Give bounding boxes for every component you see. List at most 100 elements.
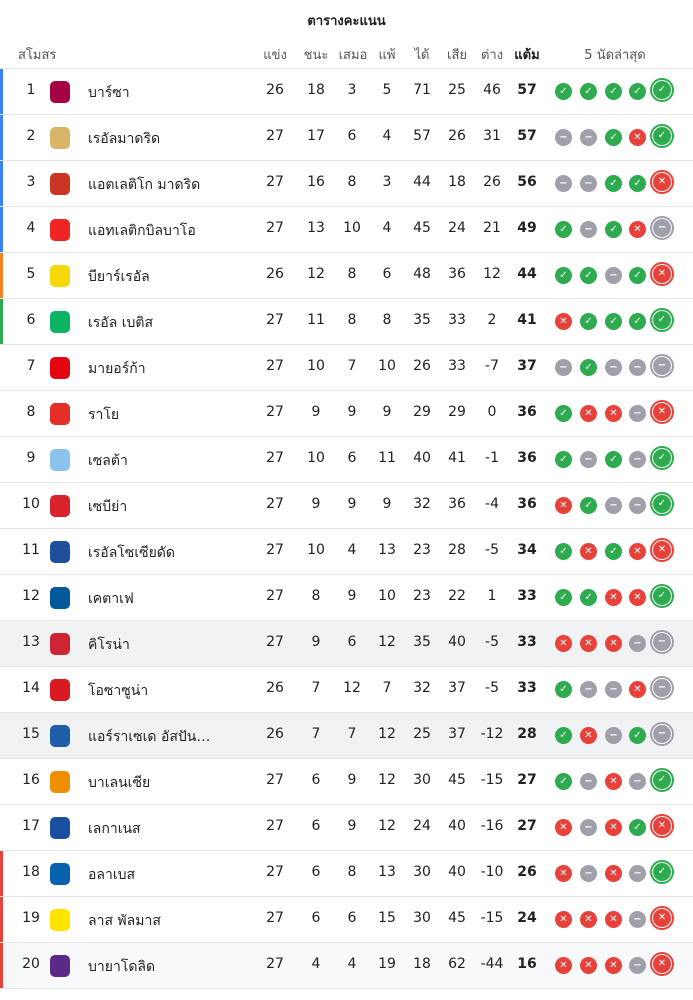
form-draw-icon[interactable]: −	[629, 773, 646, 790]
team-name[interactable]: บาร์ซา	[88, 85, 130, 101]
form-loss-icon[interactable]: ✕	[605, 865, 622, 882]
team-name[interactable]: แอทเลติกบิลบาโอ	[88, 223, 196, 239]
form-loss-icon[interactable]: ✕	[555, 865, 572, 882]
form-loss-icon[interactable]: ✕	[605, 957, 622, 974]
form-draw-icon[interactable]: −	[580, 865, 597, 882]
table-row[interactable]: 4 แอทเลติกบิลบาโอ 27 13 10 4 45 24 21 49 ✓ − ✓ ✕ −	[0, 207, 693, 253]
form-loss-icon[interactable]: ✕	[555, 819, 572, 836]
form-win-icon[interactable]: ✓	[580, 267, 597, 284]
table-row[interactable]: 11 เรอัลโซเซียดัด 27 10 4 13 23 28 -5 34 ✓ ✕ ✓ ✕ ✕	[0, 529, 693, 575]
form-loss-icon[interactable]: ✕	[580, 957, 597, 974]
form-loss-icon[interactable]: ✕	[605, 911, 622, 928]
form-draw-icon[interactable]: −	[629, 911, 646, 928]
team-name[interactable]: โอซาซูน่า	[88, 683, 149, 699]
form-loss-icon[interactable]: ✕	[652, 954, 672, 974]
form-loss-icon[interactable]: ✕	[652, 402, 672, 422]
team-name[interactable]: บียาร์เรอัล	[88, 269, 150, 285]
form-win-icon[interactable]: ✓	[605, 83, 622, 100]
table-row[interactable]: 15 แอร์ราเซเด อัสปันญ่อล 26 7 7 12 25 37 -12 28 ✓ ✕…	[0, 713, 693, 759]
form-loss-icon[interactable]: ✕	[555, 497, 572, 514]
form-win-icon[interactable]: ✓	[580, 359, 597, 376]
form-draw-icon[interactable]: −	[652, 678, 672, 698]
form-loss-icon[interactable]: ✕	[555, 635, 572, 652]
form-draw-icon[interactable]: −	[555, 359, 572, 376]
form-win-icon[interactable]: ✓	[555, 589, 572, 606]
form-draw-icon[interactable]: −	[629, 635, 646, 652]
form-loss-icon[interactable]: ✕	[605, 635, 622, 652]
form-draw-icon[interactable]: −	[629, 451, 646, 468]
form-win-icon[interactable]: ✓	[629, 175, 646, 192]
form-draw-icon[interactable]: −	[580, 221, 597, 238]
table-row[interactable]: 7 มายอร์ก้า 27 10 7 10 26 33 -7 37− ✓ − − −	[0, 345, 693, 391]
form-loss-icon[interactable]: ✕	[652, 172, 672, 192]
form-win-icon[interactable]: ✓	[580, 83, 597, 100]
form-draw-icon[interactable]: −	[652, 218, 672, 238]
form-draw-icon[interactable]: −	[580, 129, 597, 146]
form-loss-icon[interactable]: ✕	[580, 543, 597, 560]
form-win-icon[interactable]: ✓	[629, 819, 646, 836]
team-name[interactable]: เรอัล เบติส	[88, 315, 154, 331]
form-loss-icon[interactable]: ✕	[652, 816, 672, 836]
form-loss-icon[interactable]: ✕	[605, 589, 622, 606]
table-row[interactable]: 14 โอซาซูน่า 26 7 12 7 32 37 -5 33 ✓ − − ✕ −	[0, 667, 693, 713]
form-loss-icon[interactable]: ✕	[629, 221, 646, 238]
team-name[interactable]: แอตเลติโก มาดริด	[88, 177, 201, 193]
form-loss-icon[interactable]: ✕	[580, 635, 597, 652]
form-win-icon[interactable]: ✓	[555, 83, 572, 100]
form-win-icon[interactable]: ✓	[652, 448, 672, 468]
team-name[interactable]: บายาโดลิด	[88, 959, 156, 975]
form-loss-icon[interactable]: ✕	[652, 540, 672, 560]
form-draw-icon[interactable]: −	[652, 724, 672, 744]
form-draw-icon[interactable]: −	[580, 819, 597, 836]
form-win-icon[interactable]: ✓	[555, 773, 572, 790]
table-row[interactable]: 19 ลาส พัลมาส 27 6 6 15 30 45 -15 24 ✕ ✕ ✕ − ✕	[0, 897, 693, 943]
form-loss-icon[interactable]: ✕	[580, 911, 597, 928]
form-win-icon[interactable]: ✓	[629, 83, 646, 100]
form-loss-icon[interactable]: ✕	[580, 727, 597, 744]
form-draw-icon[interactable]: −	[555, 175, 572, 192]
form-win-icon[interactable]: ✓	[652, 310, 672, 330]
form-win-icon[interactable]: ✓	[580, 313, 597, 330]
form-win-icon[interactable]: ✓	[580, 589, 597, 606]
team-name[interactable]: มายอร์ก้า	[88, 361, 146, 377]
form-draw-icon[interactable]: −	[629, 865, 646, 882]
team-name[interactable]: ราโย	[88, 407, 120, 423]
form-draw-icon[interactable]: −	[605, 359, 622, 376]
form-win-icon[interactable]: ✓	[605, 129, 622, 146]
form-win-icon[interactable]: ✓	[652, 494, 672, 514]
form-loss-icon[interactable]: ✕	[605, 405, 622, 422]
table-row[interactable]: 13 คิโรน่า 27 9 6 12 35 40 -5 33 ✕ ✕ ✕ − −	[0, 621, 693, 667]
form-win-icon[interactable]: ✓	[605, 313, 622, 330]
form-loss-icon[interactable]: ✕	[629, 543, 646, 560]
form-loss-icon[interactable]: ✕	[580, 405, 597, 422]
form-win-icon[interactable]: ✓	[555, 221, 572, 238]
team-name[interactable]: เรอัลมาดริด	[88, 131, 161, 147]
form-draw-icon[interactable]: −	[652, 632, 672, 652]
team-name[interactable]: อลาเบส	[88, 867, 136, 883]
team-name[interactable]: แอร์ราเซเด อัสปันญ่อล	[88, 729, 213, 745]
form-win-icon[interactable]: ✓	[555, 405, 572, 422]
table-row[interactable]: 6 เรอัล เบติส 27 11 8 8 35 33 2 41 ✕ ✓ ✓ ✓ ✓	[0, 299, 693, 345]
form-draw-icon[interactable]: −	[629, 405, 646, 422]
team-name[interactable]: คิโรน่า	[88, 637, 130, 653]
table-row[interactable]: 3 แอตเลติโก มาดริด 27 16 8 3 44 18 26 56− − ✓ ✓ ✕	[0, 161, 693, 207]
form-draw-icon[interactable]: −	[629, 497, 646, 514]
form-win-icon[interactable]: ✓	[629, 267, 646, 284]
form-draw-icon[interactable]: −	[605, 681, 622, 698]
form-loss-icon[interactable]: ✕	[605, 819, 622, 836]
team-name[interactable]: เซลต้า	[88, 453, 128, 469]
form-loss-icon[interactable]: ✕	[605, 773, 622, 790]
form-loss-icon[interactable]: ✕	[652, 264, 672, 284]
form-win-icon[interactable]: ✓	[555, 681, 572, 698]
form-draw-icon[interactable]: −	[629, 957, 646, 974]
form-win-icon[interactable]: ✓	[652, 770, 672, 790]
table-row[interactable]: 8 ราโย 27 9 9 9 29 29 0 36 ✓ ✕ ✕ − ✕	[0, 391, 693, 437]
table-row[interactable]: 2 เรอัลมาดริด 27 17 6 4 57 26 31 57− − ✓ ✕ ✓	[0, 115, 693, 161]
form-draw-icon[interactable]: −	[652, 356, 672, 376]
table-row[interactable]: 1 บาร์ซา 26 18 3 5 71 25 46 57 ✓ ✓ ✓ ✓ ✓	[0, 69, 693, 115]
form-loss-icon[interactable]: ✕	[629, 129, 646, 146]
table-row[interactable]: 9 เซลต้า 27 10 6 11 40 41 -1 36 ✓ − ✓ − ✓	[0, 437, 693, 483]
table-row[interactable]: 20 บายาโดลิด 27 4 4 19 18 62 -44 16 ✕ ✕ ✕ − ✕	[0, 943, 693, 989]
table-row[interactable]: 10 เซบีย่า 27 9 9 9 32 36 -4 36 ✕ ✓ − − ✓	[0, 483, 693, 529]
form-win-icon[interactable]: ✓	[555, 543, 572, 560]
